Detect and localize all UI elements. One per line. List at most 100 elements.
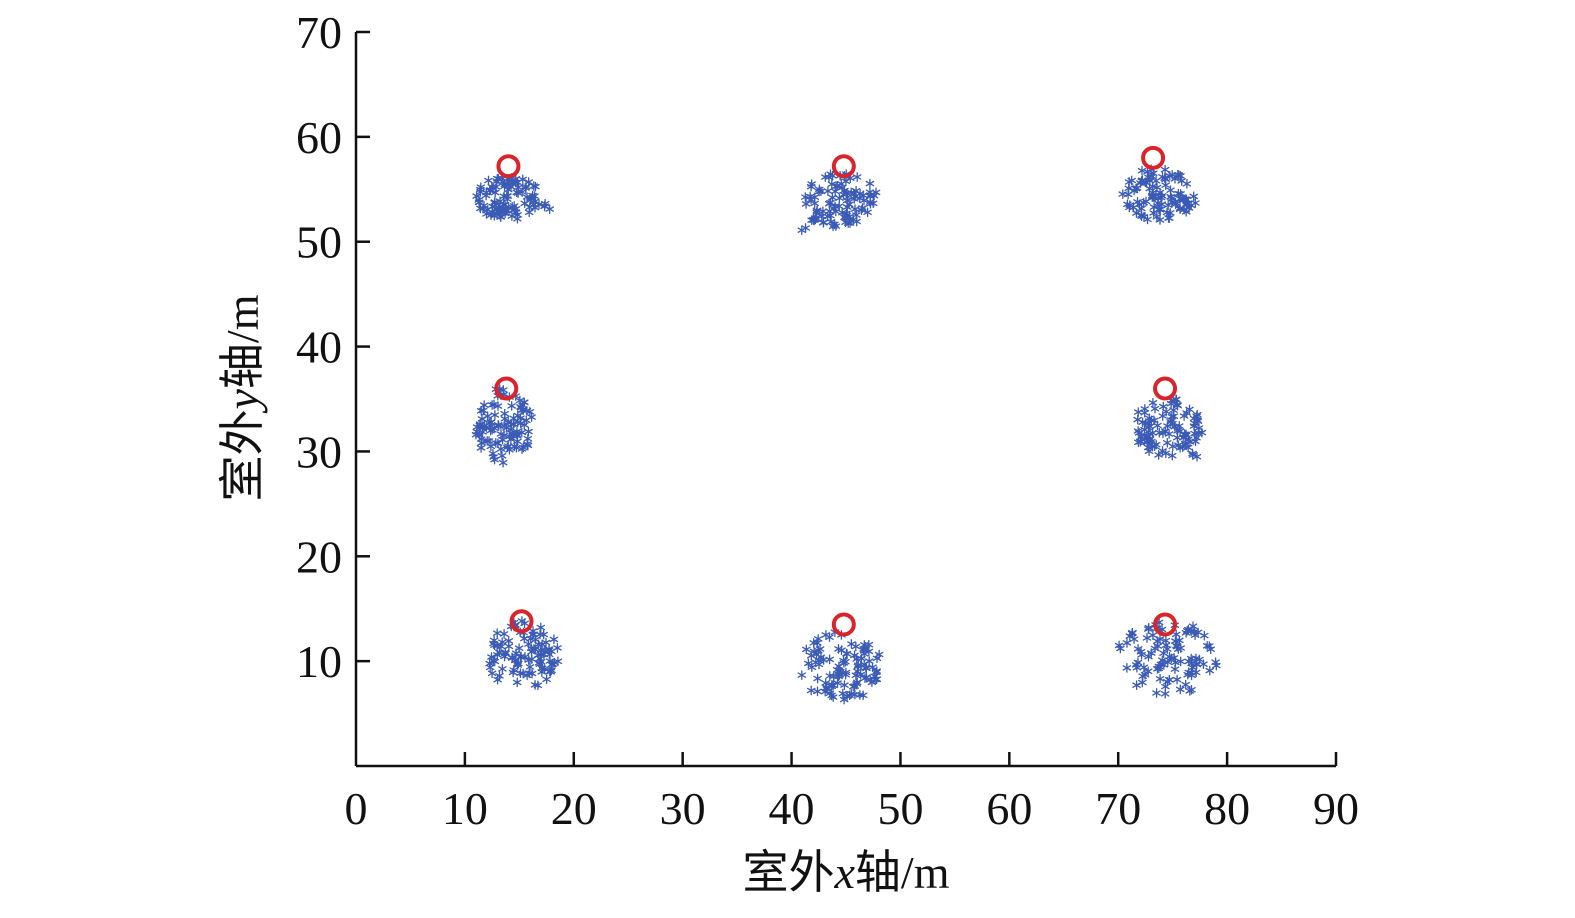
asterisk-stroke [1131, 662, 1141, 668]
asterisk-point [1114, 640, 1124, 651]
asterisk-point [863, 207, 872, 218]
asterisk-point [495, 670, 504, 681]
asterisk-stroke [813, 688, 822, 695]
asterisk-stroke [512, 679, 522, 686]
asterisk-stroke [476, 445, 486, 451]
asterisk-stroke [486, 443, 496, 450]
asterisk-stroke [1190, 430, 1199, 437]
asterisk-stroke [518, 176, 528, 183]
asterisk-stroke [860, 675, 870, 682]
asterisk-stroke [823, 188, 833, 194]
asterisk-point [1122, 638, 1132, 648]
asterisk-stroke [529, 183, 539, 189]
asterisk-stroke [1146, 650, 1156, 656]
asterisk-stroke [1125, 204, 1134, 211]
asterisk-stroke [527, 195, 536, 201]
asterisk-stroke [1116, 645, 1125, 652]
asterisk-stroke [503, 419, 513, 426]
asterisk-point [853, 661, 863, 672]
asterisk-stroke [1206, 646, 1215, 652]
asterisk-stroke [496, 431, 506, 437]
axes-group [354, 32, 1336, 768]
asterisk-stroke [807, 664, 817, 670]
asterisk-point [1181, 679, 1190, 690]
asterisk-stroke [517, 618, 527, 624]
asterisk-stroke [1118, 191, 1128, 197]
asterisk-stroke [514, 645, 524, 651]
asterisk-point [497, 450, 507, 461]
asterisk-point [1183, 669, 1193, 680]
asterisk-point [1184, 198, 1193, 209]
asterisk-point [495, 209, 504, 220]
asterisk-point [482, 436, 492, 446]
asterisk-point [1123, 189, 1133, 200]
asterisk-point [1150, 643, 1160, 654]
asterisk-stroke [1124, 185, 1133, 192]
asterisk-stroke [1188, 664, 1198, 671]
asterisk-point [504, 636, 514, 646]
asterisk-stroke [855, 195, 864, 202]
asterisk-point [1152, 688, 1161, 698]
asterisk-stroke [1188, 623, 1198, 629]
asterisk-stroke [806, 652, 816, 659]
asterisk-stroke [1151, 178, 1161, 184]
asterisk-stroke [1133, 428, 1143, 434]
asterisk-stroke [509, 667, 519, 673]
asterisk-point [1153, 420, 1162, 431]
asterisk-point [1162, 437, 1172, 448]
asterisk-stroke [1185, 406, 1194, 413]
asterisk-point [1118, 189, 1128, 199]
asterisk-point [1174, 188, 1183, 199]
asterisk-stroke [1161, 683, 1170, 690]
asterisk-point [1177, 176, 1186, 186]
asterisk-point [510, 441, 519, 452]
asterisk-point [1171, 199, 1180, 210]
asterisk-point [1148, 630, 1158, 641]
asterisk-stroke [840, 682, 849, 688]
asterisk-point [827, 179, 837, 190]
asterisk-point [1148, 168, 1158, 179]
asterisk-point [1183, 442, 1193, 453]
asterisk-stroke [492, 178, 502, 184]
asterisk-point [1155, 673, 1165, 684]
asterisk-point [1172, 674, 1182, 685]
asterisk-stroke [1181, 630, 1191, 636]
asterisk-stroke [1141, 198, 1151, 205]
asterisk-point [1189, 191, 1199, 202]
asterisk-point [1160, 164, 1170, 175]
asterisk-stroke [506, 436, 516, 443]
asterisk-point [820, 686, 830, 697]
asterisk-stroke [1143, 433, 1153, 439]
asterisk-point [1168, 441, 1178, 452]
asterisk-point [1157, 199, 1167, 210]
asterisk-stroke [1144, 448, 1154, 454]
asterisk-point [498, 457, 508, 468]
asterisk-point [1155, 634, 1165, 644]
asterisk-point [828, 192, 837, 203]
asterisk-stroke [1165, 677, 1174, 683]
asterisk-point [1169, 405, 1178, 416]
asterisk-stroke [526, 197, 535, 203]
asterisk-stroke [1177, 178, 1186, 184]
asterisk-point [507, 211, 517, 221]
asterisk-stroke [489, 637, 499, 644]
asterisk-point [1199, 659, 1208, 670]
asterisk-point [487, 652, 496, 662]
asterisk-point [1142, 178, 1151, 188]
asterisk-stroke [508, 669, 518, 676]
asterisk-point [545, 666, 555, 677]
asterisk-stroke [821, 174, 830, 180]
asterisk-point [529, 181, 539, 191]
asterisk-stroke [489, 454, 498, 460]
asterisk-stroke [1170, 666, 1180, 672]
asterisk-point [1187, 684, 1196, 695]
asterisk-stroke [497, 453, 507, 459]
asterisk-point [797, 225, 807, 236]
asterisk-point [1122, 663, 1132, 673]
asterisk-stroke [1133, 659, 1143, 666]
asterisk-point [489, 635, 499, 646]
asterisk-stroke [512, 433, 522, 439]
asterisk-point [545, 204, 555, 214]
asterisk-stroke [1150, 443, 1159, 449]
asterisk-point [511, 207, 521, 217]
